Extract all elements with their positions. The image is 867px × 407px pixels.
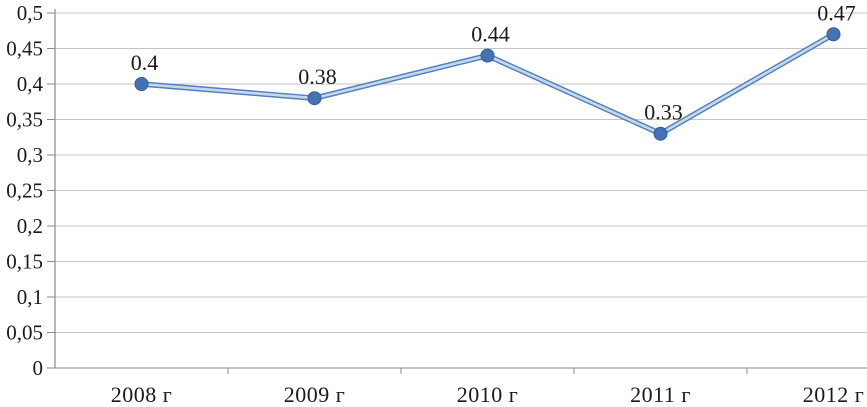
x-tick-label: 2010 г: [457, 382, 519, 407]
y-tick-label: 0: [33, 356, 44, 380]
x-tick-label: 2009 г: [284, 382, 346, 407]
y-tick-label: 0,3: [17, 143, 43, 167]
data-label: 0.47: [817, 0, 856, 25]
x-tick-label: 2008 г: [111, 382, 173, 407]
x-tick-label: 2011 г: [630, 382, 691, 407]
data-label: 0.44: [471, 22, 510, 47]
y-tick-label: 0,15: [6, 250, 43, 274]
data-point-marker: [480, 48, 495, 63]
data-label: 0.33: [644, 100, 683, 125]
data-label: 0.38: [298, 64, 337, 89]
y-tick-label: 0,4: [17, 72, 44, 96]
y-tick-label: 0,5: [17, 1, 43, 25]
data-point-marker: [307, 91, 322, 106]
y-tick-label: 0,45: [6, 37, 43, 61]
data-point-marker: [134, 77, 149, 91]
y-tick-label: 0,2: [17, 214, 43, 238]
data-label: 0.4: [131, 50, 159, 75]
y-tick-label: 0,35: [6, 108, 43, 132]
x-tick-label: 2012 г: [803, 382, 865, 407]
data-point-marker: [826, 27, 841, 42]
y-tick-label: 0,05: [6, 321, 43, 345]
data-point-marker: [653, 126, 668, 141]
y-tick-label: 0,1: [17, 285, 43, 309]
y-tick-label: 0,25: [6, 179, 43, 203]
